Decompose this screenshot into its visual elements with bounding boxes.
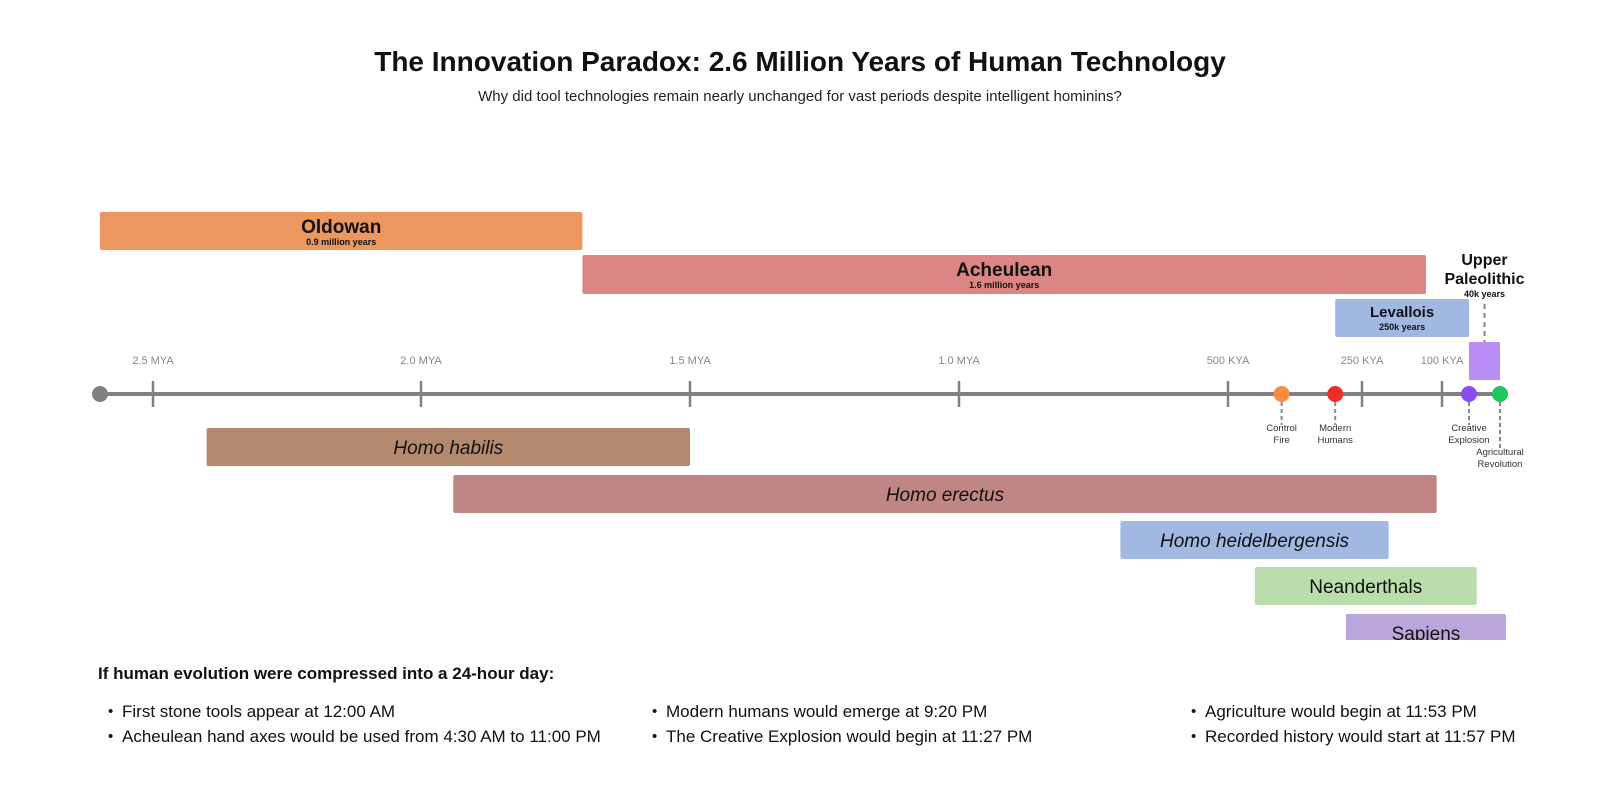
tech-duration-levallois: 250k years bbox=[1379, 322, 1425, 332]
event-label-agricultural-revolution-1: Agricultural bbox=[1476, 447, 1524, 458]
fact-acheulean-hand-axes: Acheulean hand axes would be used from 4… bbox=[108, 724, 601, 749]
event-label-modern-humans-1: Modern bbox=[1319, 423, 1351, 434]
tech-label-upper-paleolithic-line2: Paleolithic bbox=[1444, 271, 1524, 288]
tick-label-2-5-mya: 2.5 MYA bbox=[132, 355, 174, 367]
species-bar-sapiens bbox=[1345, 614, 1506, 640]
species-bar-homo-heidelbergensis bbox=[1120, 521, 1389, 559]
tech-label-acheulean: Acheulean bbox=[956, 260, 1052, 281]
fact-agriculture: Agriculture would begin at 11:53 PM bbox=[1191, 699, 1516, 724]
species-label-homo-habilis: Homo habilis bbox=[393, 438, 503, 459]
species-bar-homo-habilis bbox=[206, 428, 690, 466]
tick-label-2-0-mya: 2.0 MYA bbox=[400, 355, 442, 367]
event-label-control-fire-1: Control bbox=[1266, 423, 1297, 434]
compression-title: If human evolution were compressed into … bbox=[98, 664, 555, 683]
species-label-sapiens: Sapiens bbox=[1392, 624, 1461, 640]
event-label-modern-humans-2: Humans bbox=[1318, 435, 1354, 446]
species-label-homo-heidelbergensis: Homo heidelbergensis bbox=[1160, 531, 1350, 552]
event-marker-control-fire bbox=[1273, 386, 1290, 402]
event-label-creative-explosion-1: Creative bbox=[1451, 423, 1486, 434]
tech-label-oldowan: Oldowan bbox=[301, 217, 381, 238]
tech-duration-upper-paleolithic: 40k years bbox=[1464, 289, 1505, 299]
tick-label-100-kya: 100 KYA bbox=[1421, 355, 1464, 367]
compression-facts-col-1: First stone tools appear at 12:00 AM Ach… bbox=[108, 699, 601, 749]
tick-label-500-kya: 500 KYA bbox=[1207, 355, 1250, 367]
species-bar-homo-erectus bbox=[453, 475, 1437, 513]
tech-duration-acheulean: 1.6 million years bbox=[969, 280, 1039, 290]
fact-modern-humans: Modern humans would emerge at 9:20 PM bbox=[652, 699, 1032, 724]
species-label-homo-erectus: Homo erectus bbox=[886, 485, 1005, 506]
event-marker-creative-explosion bbox=[1461, 386, 1477, 402]
tech-label-levallois: Levallois bbox=[1370, 304, 1434, 321]
tech-bar-levallois bbox=[1335, 299, 1469, 337]
tech-bar-acheulean bbox=[582, 255, 1426, 294]
fact-recorded-history: Recorded history would start at 11:57 PM bbox=[1191, 724, 1516, 749]
fact-first-stone-tools: First stone tools appear at 12:00 AM bbox=[108, 699, 601, 724]
tech-duration-oldowan: 0.9 million years bbox=[306, 237, 376, 247]
compression-facts-col-3: Agriculture would begin at 11:53 PM Reco… bbox=[1191, 699, 1516, 749]
tech-label-upper-paleolithic-line1: Upper bbox=[1461, 252, 1507, 269]
tick-label-250-kya: 250 KYA bbox=[1341, 355, 1384, 367]
event-label-creative-explosion-2: Explosion bbox=[1448, 435, 1489, 446]
tech-bar-upper-paleolithic bbox=[1469, 342, 1500, 380]
event-marker-agricultural-revolution bbox=[1492, 386, 1508, 402]
species-bar-neanderthals bbox=[1254, 567, 1477, 605]
timeline-chart: 2.5 MYA 2.0 MYA 1.5 MYA 1.0 MYA 500 KYA 250 K… bbox=[92, 212, 1525, 640]
chart-title: The Innovation Paradox: 2.6 Million Year… bbox=[374, 46, 1226, 77]
species-label-neanderthals: Neanderthals bbox=[1309, 577, 1422, 598]
event-label-agricultural-revolution-2: Revolution bbox=[1478, 459, 1523, 470]
event-marker-modern-humans bbox=[1327, 386, 1344, 402]
tick-label-1-5-mya: 1.5 MYA bbox=[669, 355, 711, 367]
event-label-control-fire-2: Fire bbox=[1273, 435, 1289, 446]
chart-subtitle: Why did tool technologies remain nearly … bbox=[478, 88, 1122, 105]
compression-facts-col-2: Modern humans would emerge at 9:20 PM Th… bbox=[652, 699, 1032, 749]
timeline-origin-dot bbox=[92, 386, 108, 402]
tick-label-1-0-mya: 1.0 MYA bbox=[938, 355, 980, 367]
fact-creative-explosion: The Creative Explosion would begin at 11… bbox=[652, 724, 1032, 749]
tech-bar-oldowan bbox=[100, 212, 583, 250]
